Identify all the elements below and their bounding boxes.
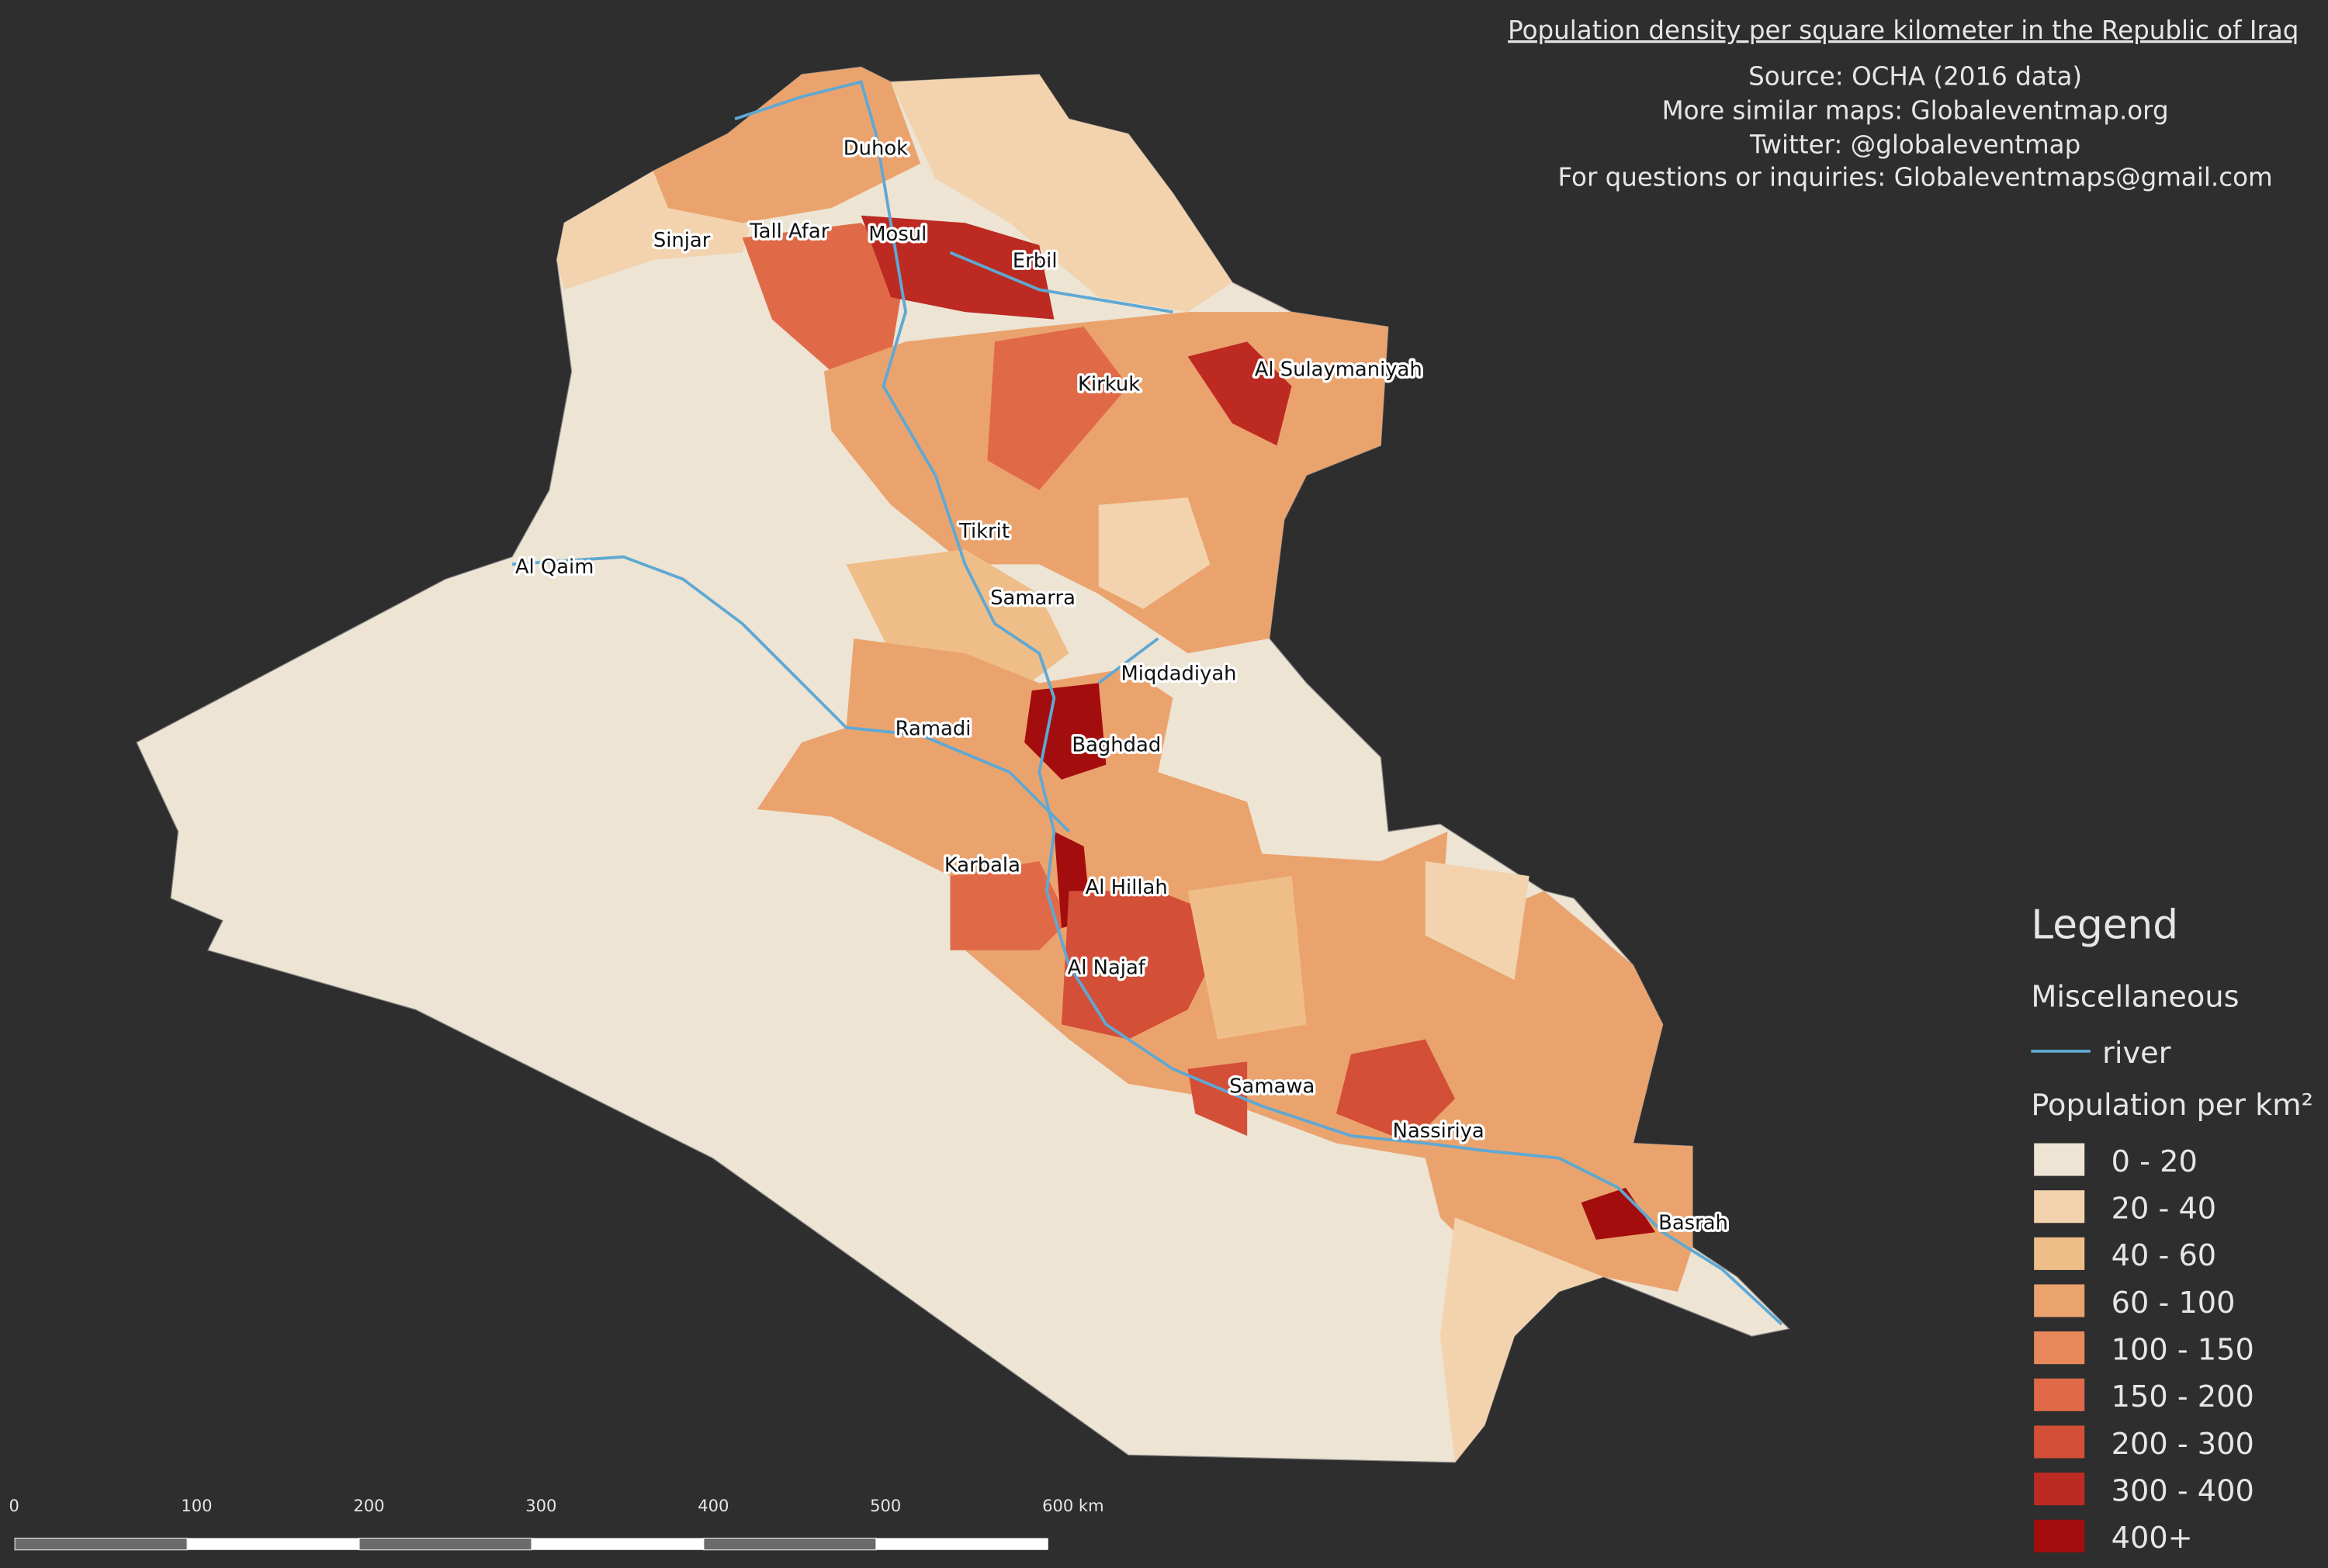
scale-label: 200 [353,1496,384,1515]
scale-label: 100 [181,1496,212,1515]
city-label: Erbil [1013,250,1058,273]
city-label: Al Qaim [515,556,594,579]
legend-swatch [2034,1237,2085,1270]
header-line: More similar maps: Globaleventmap.org [1662,95,2169,125]
legend-label: 0 - 20 [2111,1144,2198,1179]
city-label: Kirkuk [1078,372,1140,396]
legend: Legend Miscellaneous river Population per k… [2031,902,2313,1556]
scale-bar: 0 100 200 300 400 500 600 km [9,1496,1104,1551]
legend-title: Legend [2031,902,2178,948]
city-label: Baghdad [1072,733,1161,756]
header-line: For questions or inquiries: Globaleventm… [1558,162,2273,192]
scale-segment [703,1537,877,1551]
legend-swatch [2034,1331,2085,1365]
legend-swatch [2034,1378,2085,1411]
city-label: Miqdadiyah [1121,663,1237,686]
scale-label: 0 [9,1496,19,1515]
city-label: Karbala [944,853,1020,877]
legend-label: 400+ [2111,1521,2193,1556]
legend-label: 40 - 60 [2111,1238,2216,1273]
legend-group: Miscellaneous [2031,979,2239,1014]
legend-swatch [2034,1425,2085,1459]
scale-segment [875,1538,1048,1550]
labels: Duhok Sinjar Tall Afar Mosul Erbil Al Sulayma… [513,134,1731,1237]
legend-swatch [2034,1190,2085,1224]
scale-segment [187,1538,360,1550]
legend-swatch [2034,1284,2085,1317]
rivers [511,80,1783,1326]
legend-label: 300 - 400 [2111,1473,2254,1508]
city-label: Al Najaf [1068,956,1146,979]
scale-label: 300 [525,1496,556,1515]
legend-label: 20 - 40 [2111,1192,2216,1227]
scale-label: 500 [870,1496,901,1515]
scale-label: 600 km [1042,1496,1104,1515]
legend-swatch [2034,1143,2085,1176]
legend-density-title: Population per km² [2031,1088,2313,1123]
legend-label: 200 - 300 [2111,1427,2254,1462]
scale-segment [531,1538,704,1550]
legend-swatch [2034,1519,2085,1552]
header-line: Twitter: @globaleventmap [1749,130,2080,159]
city-label: Duhok [844,137,908,160]
city-label: Tikrit [958,520,1010,543]
country [136,66,1790,1463]
city-label: Basrah [1658,1211,1728,1234]
scale-segment [359,1537,532,1551]
city-label: Al Sulaymaniyah [1255,358,1422,381]
scale-segment [14,1537,188,1551]
city-label: Nassiriya [1393,1120,1484,1143]
legend-river-label: river [2102,1036,2171,1071]
city-label: Al Hillah [1086,876,1168,899]
header-line: Source: OCHA (2016 data) [1748,61,2082,91]
legend-swatch [2034,1473,2085,1506]
map-title: Population density per square kilometer … [1508,16,2299,45]
header: Population density per square kilometer … [1508,16,2299,192]
legend-label: 60 - 100 [2111,1286,2236,1321]
legend-label: 150 - 200 [2111,1379,2254,1414]
city-label: Sinjar [653,229,711,252]
legend-label: 100 - 150 [2111,1332,2254,1367]
city-label: Mosul [868,223,927,246]
city-label: Samawa [1229,1075,1315,1098]
scale-label: 400 [698,1496,729,1515]
city-label: Ramadi [896,717,972,740]
city-label: Samarra [990,587,1076,610]
city-label: Tall Afar [749,220,830,243]
